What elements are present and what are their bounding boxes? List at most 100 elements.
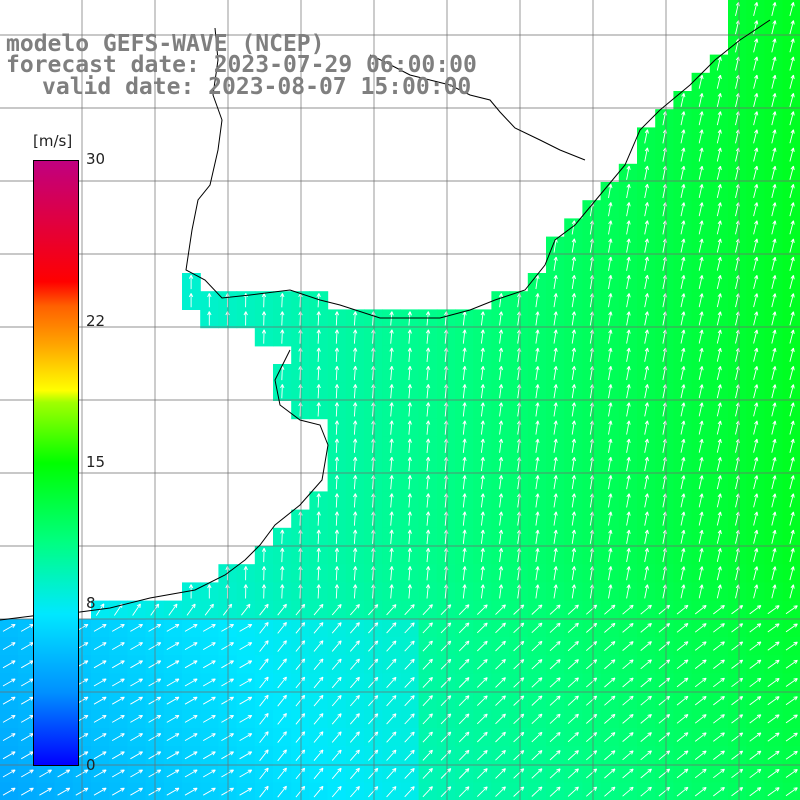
wind-arrow: [259, 603, 269, 616]
wind-arrow: [513, 731, 525, 743]
wind-arrow: [771, 238, 777, 253]
wind-arrow: [680, 238, 686, 253]
wind-arrow: [277, 785, 287, 798]
wind-arrow: [716, 584, 722, 599]
wind-arrow: [640, 786, 652, 797]
wind-arrow: [261, 566, 267, 581]
wind-arrow: [111, 642, 125, 650]
wind-arrow: [184, 623, 198, 632]
wind-arrow: [334, 329, 340, 344]
wind-arrow: [513, 640, 525, 652]
wind-arrow: [331, 622, 342, 634]
wind-arrow: [713, 714, 725, 724]
wind-arrow: [604, 641, 616, 652]
wind-arrow: [166, 733, 180, 741]
wind-arrow: [462, 347, 467, 362]
wind-arrow: [680, 584, 686, 599]
wind-arrow: [626, 584, 631, 599]
wind-arrow: [567, 695, 579, 706]
wind-arrow: [644, 238, 649, 253]
wind-arrow: [771, 584, 777, 599]
wind-arrow: [586, 713, 598, 724]
wind-arrow: [644, 329, 649, 344]
wind-arrow: [749, 623, 762, 633]
wind-arrow: [389, 511, 394, 526]
wind-arrow: [698, 329, 704, 344]
wind-arrow: [716, 202, 722, 217]
wind-arrow: [553, 438, 558, 453]
wind-arrow: [334, 365, 340, 381]
wind-arrow: [462, 547, 467, 563]
wind-arrow: [20, 787, 34, 796]
wind-arrow: [535, 420, 540, 435]
wind-arrow: [261, 311, 267, 326]
wind-arrow: [608, 566, 613, 581]
wind-arrow: [313, 785, 324, 798]
wind-arrow: [425, 584, 431, 599]
wind-arrow: [640, 713, 652, 724]
wind-arrow: [640, 732, 652, 742]
wind-arrow: [404, 604, 415, 616]
wind-arrow: [535, 456, 540, 472]
wind-arrow: [440, 786, 452, 798]
wind-arrow: [353, 365, 358, 381]
wind-arrow: [386, 786, 397, 798]
wind-arrow: [386, 713, 397, 725]
wind-arrow: [243, 584, 248, 599]
wind-arrow: [221, 623, 234, 632]
wind-arrow: [698, 238, 704, 253]
wind-arrow: [462, 420, 467, 435]
wind-arrow: [407, 566, 412, 581]
wind-arrow: [698, 457, 704, 471]
wind-arrow: [389, 547, 394, 563]
wind-arrow: [130, 623, 143, 632]
wind-arrow: [716, 420, 722, 435]
wind-arrow: [368, 713, 379, 725]
wind-arrow: [571, 566, 577, 581]
wind-arrow: [425, 493, 431, 508]
wind-arrow: [640, 659, 652, 670]
wind-arrow: [571, 493, 577, 508]
wind-arrow: [316, 384, 321, 399]
wind-arrow: [549, 713, 561, 724]
wind-arrow: [535, 293, 540, 308]
wind-arrow: [404, 622, 415, 634]
wind-arrow: [535, 365, 540, 381]
coastline-brazil: [185, 19, 771, 319]
wind-arrow: [676, 750, 689, 761]
wind-arrow: [680, 548, 686, 562]
wind-arrow: [608, 202, 613, 217]
wind-arrow: [549, 786, 561, 797]
wind-arrow: [295, 640, 306, 652]
wind-arrow: [334, 420, 340, 435]
wind-arrow: [368, 658, 379, 670]
wind-arrow: [331, 731, 342, 743]
wind-arrow: [368, 640, 379, 652]
wind-arrow: [316, 566, 321, 581]
wind-arrow: [553, 529, 558, 544]
wind-arrow: [753, 256, 759, 271]
wind-arrow: [658, 768, 671, 779]
wind-arrow: [280, 529, 285, 544]
wind-arrow: [184, 660, 198, 669]
wind-arrow: [567, 786, 579, 797]
wind-arrow: [277, 676, 287, 689]
wind-arrow: [422, 695, 433, 707]
wind-arrow: [608, 511, 613, 526]
wind-arrow: [749, 677, 762, 688]
wind-arrow: [239, 642, 253, 650]
wind-arrow: [553, 566, 558, 581]
wind-arrow: [713, 786, 725, 797]
wind-arrow: [480, 529, 485, 544]
wind-arrow: [644, 311, 649, 326]
wind-arrow: [716, 238, 722, 253]
wind-arrow: [767, 732, 780, 742]
wind-arrow: [425, 384, 431, 399]
wind-arrow: [353, 311, 358, 326]
wind-arrow: [644, 365, 649, 381]
wind-arrow: [353, 493, 358, 508]
wind-arrow: [440, 677, 452, 688]
wind-arrow: [334, 547, 340, 563]
wind-arrow: [407, 329, 412, 344]
wind-arrow: [261, 547, 267, 563]
